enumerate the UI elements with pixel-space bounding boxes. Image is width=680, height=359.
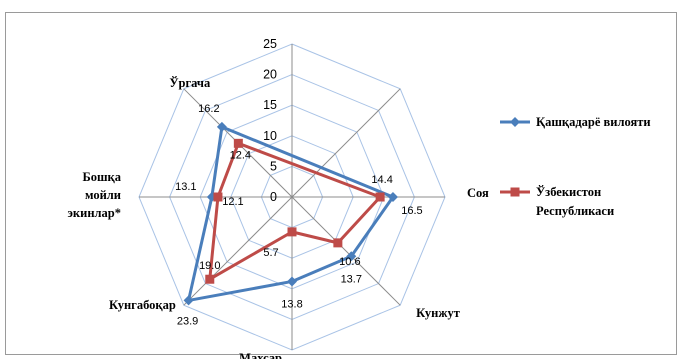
category-label: мойли bbox=[85, 188, 121, 202]
data-label: 19.0 bbox=[199, 260, 220, 272]
data-point-marker bbox=[183, 295, 194, 306]
legend-label: Республикаси bbox=[536, 204, 614, 218]
category-label: Кунжут bbox=[416, 306, 460, 320]
data-label: 16.2 bbox=[198, 103, 219, 115]
tick-label: 25 bbox=[263, 37, 277, 51]
data-point-marker bbox=[375, 192, 385, 202]
data-label: 23.9 bbox=[177, 315, 198, 327]
category-label: экинлар* bbox=[68, 206, 121, 220]
data-point-marker bbox=[333, 238, 343, 248]
legend-marker bbox=[510, 187, 520, 197]
category-label: Кунгабоқар bbox=[109, 298, 176, 312]
data-point-marker bbox=[346, 251, 357, 262]
tick-label: 10 bbox=[263, 129, 277, 143]
data-label: 10.6 bbox=[339, 256, 360, 268]
axis-spoke bbox=[291, 88, 401, 198]
data-label: 5.7 bbox=[263, 247, 278, 259]
legend-marker bbox=[510, 117, 520, 127]
data-label: 13.7 bbox=[341, 273, 362, 285]
data-point-marker bbox=[205, 274, 215, 284]
data-label: 12.1 bbox=[222, 196, 243, 208]
tick-label: 20 bbox=[263, 68, 277, 82]
data-label: 13.8 bbox=[281, 298, 302, 310]
axis-spoke bbox=[291, 196, 401, 306]
category-label: Бошқа bbox=[82, 170, 121, 184]
data-label: 12.4 bbox=[230, 149, 251, 161]
data-label: 14.4 bbox=[371, 174, 392, 186]
category-label: Махсар bbox=[239, 351, 282, 359]
legend-label: Ўзбекистон bbox=[536, 185, 601, 199]
tick-label: 0 bbox=[270, 190, 277, 204]
data-label: 13.1 bbox=[175, 181, 196, 193]
data-point-marker bbox=[213, 192, 223, 202]
category-label: Соя bbox=[467, 186, 489, 200]
data-point-marker bbox=[233, 138, 243, 148]
data-point-marker bbox=[387, 192, 398, 202]
tick-label: 15 bbox=[263, 98, 277, 112]
data-point-marker bbox=[287, 227, 297, 237]
data-point-marker bbox=[287, 276, 297, 287]
axis-spoke bbox=[183, 196, 293, 306]
data-point-marker bbox=[216, 121, 227, 132]
tick-label: 5 bbox=[270, 159, 277, 173]
data-label: 16.5 bbox=[401, 205, 422, 217]
category-label: Ўргача bbox=[169, 76, 211, 90]
legend-label: Қашқадарё вилояти bbox=[536, 115, 651, 129]
